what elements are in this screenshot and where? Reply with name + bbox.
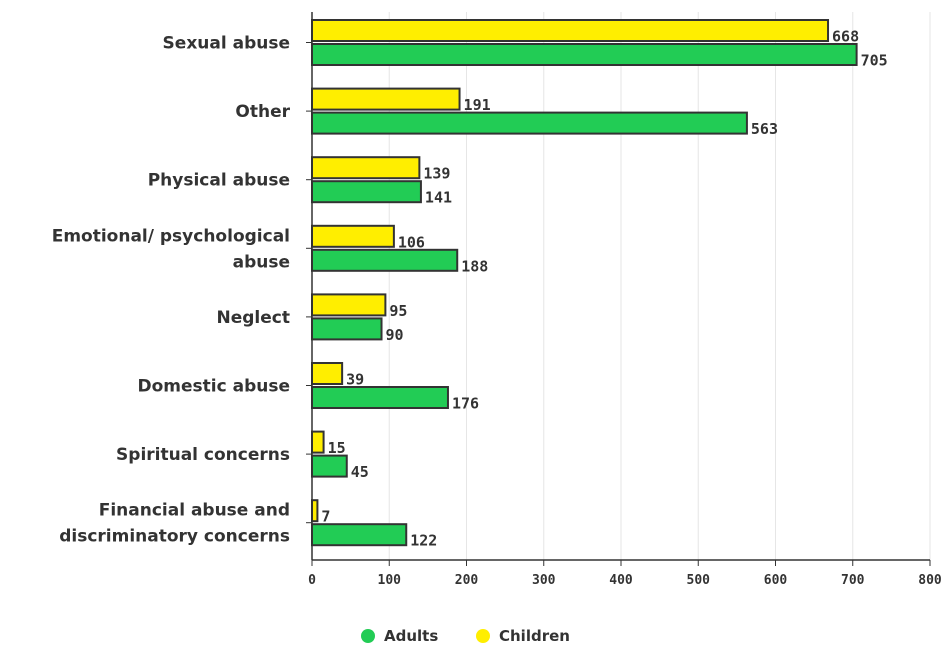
data-label: 7 [321,508,330,526]
category-labels: Sexual abuse Other Physical abuse Emotional… [52,34,312,547]
bar-adults [311,317,383,341]
data-label: 668 [832,28,859,46]
category-label: Spiritual concerns [116,445,290,465]
bar-children [311,499,319,523]
legend-swatch [476,629,490,643]
bar-children [311,156,421,180]
grid-lines [388,12,931,560]
bar-adults [311,248,459,272]
data-label: 176 [452,395,479,413]
category-label: Other [235,102,290,122]
x-tick-label: 200 [455,573,479,588]
legend-label: Adults [384,627,438,645]
data-label: 106 [398,233,425,251]
data-label: 45 [351,463,369,481]
bar-adults [311,111,748,135]
bar-children [311,224,395,248]
category-label: Domestic abuse [138,377,291,397]
category-label: Financial abuse and [99,501,290,521]
category-label: Neglect [217,308,291,328]
x-axis-ticks: 0 100 200 300 400 500 600 700 800 [308,560,942,588]
bar-adults [311,180,422,204]
x-tick-label: 800 [918,573,942,588]
x-tick-label: 300 [532,573,556,588]
x-tick-label: 400 [609,573,633,588]
data-label: 90 [386,326,404,344]
x-tick-label: 700 [841,573,865,588]
category-label: Physical abuse [148,171,290,191]
bar-adults [311,523,408,547]
bar-adults [311,43,858,66]
bar-children [311,87,461,111]
bars [311,19,858,547]
data-label: 122 [410,532,437,550]
data-label: 191 [464,96,491,114]
x-tick-label: 0 [308,573,316,588]
category-label: discriminatory concerns [59,527,290,547]
bar-adults [311,386,449,409]
category-label: Emotional/ psychological [52,226,290,246]
legend: Adults Children [361,627,570,645]
category-label: abuse [233,252,290,272]
data-label: 188 [461,257,488,275]
data-label: 705 [861,52,888,70]
data-label: 563 [751,120,778,138]
data-label: 15 [328,439,346,457]
data-label: 95 [389,302,407,320]
data-label: 141 [425,189,452,207]
x-tick-label: 100 [378,573,402,588]
bar-children [311,430,325,454]
bar-children [311,293,387,317]
data-label: 39 [346,371,364,389]
x-tick-label: 600 [764,573,788,588]
category-label: Sexual abuse [163,34,290,54]
x-tick-label: 500 [687,573,711,588]
bar-children [311,362,344,385]
legend-swatch [361,629,375,643]
bar-children [311,19,830,42]
data-label: 139 [423,165,450,183]
legend-label: Children [499,627,570,645]
bar-adults [311,454,348,478]
